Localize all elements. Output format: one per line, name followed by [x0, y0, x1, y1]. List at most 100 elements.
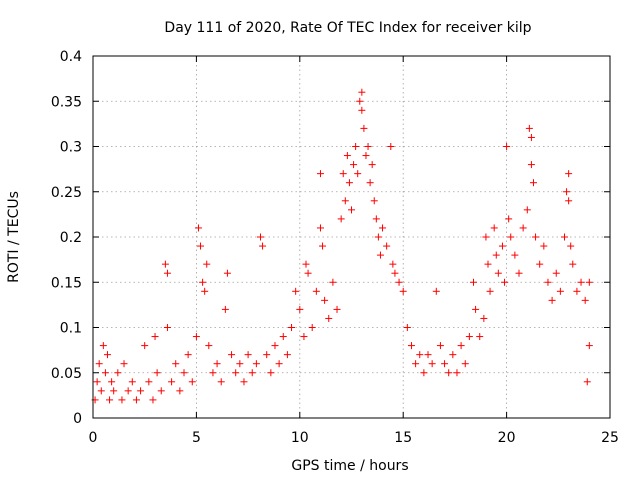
y-tick-label: 0.3: [60, 140, 82, 156]
data-point: [137, 387, 145, 395]
data-point: [536, 260, 544, 268]
data-point: [432, 287, 440, 295]
axis-ticks: [92, 55, 611, 419]
data-point: [302, 260, 310, 268]
data-point: [407, 342, 415, 350]
data-point: [283, 351, 291, 359]
data-point: [163, 324, 171, 331]
data-point: [457, 342, 465, 350]
data-point: [515, 269, 523, 277]
data-point: [428, 360, 436, 368]
data-point: [379, 224, 387, 232]
data-point: [319, 242, 327, 250]
data-point: [101, 369, 109, 377]
data-point: [482, 233, 490, 241]
data-point: [370, 197, 378, 205]
data-point: [257, 233, 265, 241]
data-point: [153, 369, 161, 377]
data-point: [271, 342, 279, 350]
chart-title: Day 111 of 2020, Rate Of TEC Index for r…: [164, 20, 531, 36]
data-point: [399, 287, 407, 295]
data-point: [505, 215, 513, 223]
data-point: [339, 170, 347, 178]
data-point: [252, 360, 260, 368]
data-point: [348, 206, 355, 214]
data-point: [358, 106, 366, 114]
data-point: [168, 378, 176, 386]
data-point: [263, 351, 271, 359]
data-point: [389, 260, 397, 268]
data-point: [163, 269, 171, 277]
data-point: [424, 351, 432, 359]
data-point: [354, 170, 362, 178]
data-point: [267, 369, 275, 377]
x-tick-label: 20: [498, 430, 516, 446]
data-point: [476, 333, 484, 341]
data-point: [565, 170, 573, 178]
data-point: [403, 324, 411, 331]
data-point: [244, 351, 252, 359]
data-point: [321, 296, 329, 304]
y-tick-label: 0.25: [51, 185, 82, 201]
y-tick-label: 0.15: [51, 275, 82, 291]
data-point: [511, 251, 519, 259]
data-point: [585, 278, 593, 286]
data-point: [364, 143, 372, 150]
data-point: [145, 378, 153, 386]
data-point: [103, 351, 111, 359]
y-tick-label: 0.4: [60, 49, 82, 65]
grid-lines: [93, 56, 610, 418]
data-point: [106, 396, 114, 404]
data-point: [503, 143, 511, 150]
data-point: [356, 97, 364, 105]
data-point: [498, 242, 506, 250]
data-point: [97, 387, 105, 395]
data-point: [453, 369, 461, 377]
data-point: [300, 333, 308, 341]
data-point: [352, 143, 360, 150]
data-point: [108, 378, 116, 386]
data-point: [525, 124, 533, 132]
data-point: [548, 296, 556, 304]
data-point: [343, 152, 351, 160]
y-axis-label: ROTI / TECUs: [6, 191, 22, 283]
data-point: [120, 360, 128, 368]
data-point: [441, 360, 449, 368]
data-point: [341, 197, 349, 205]
data-point: [366, 179, 374, 187]
data-point: [573, 287, 581, 295]
data-point: [180, 369, 188, 377]
data-point: [304, 269, 312, 277]
data-point: [436, 342, 444, 350]
data-point: [585, 342, 593, 350]
data-point: [472, 305, 480, 313]
data-point: [292, 287, 300, 295]
data-point: [561, 233, 569, 241]
x-tick-label: 0: [89, 430, 98, 446]
data-point: [556, 287, 564, 295]
data-point: [362, 152, 370, 160]
data-point: [507, 233, 515, 241]
data-point: [577, 278, 585, 286]
data-point: [236, 360, 244, 368]
data-point: [199, 278, 207, 286]
data-point: [492, 251, 500, 259]
data-point: [192, 333, 200, 341]
data-point: [527, 133, 535, 141]
data-point: [172, 360, 180, 368]
data-point: [544, 278, 552, 286]
data-point: [316, 224, 324, 232]
data-point: [420, 369, 428, 377]
y-tick-label: 0.1: [60, 321, 82, 337]
data-point: [184, 351, 192, 359]
data-point: [552, 269, 560, 277]
y-tick-label: 0.2: [60, 230, 82, 246]
y-tick-label: 0.35: [51, 94, 82, 110]
data-point: [308, 324, 316, 331]
data-point: [527, 161, 535, 169]
x-tick-label: 15: [394, 430, 412, 446]
data-point: [110, 387, 118, 395]
data-point: [209, 369, 217, 377]
data-point: [161, 260, 169, 268]
